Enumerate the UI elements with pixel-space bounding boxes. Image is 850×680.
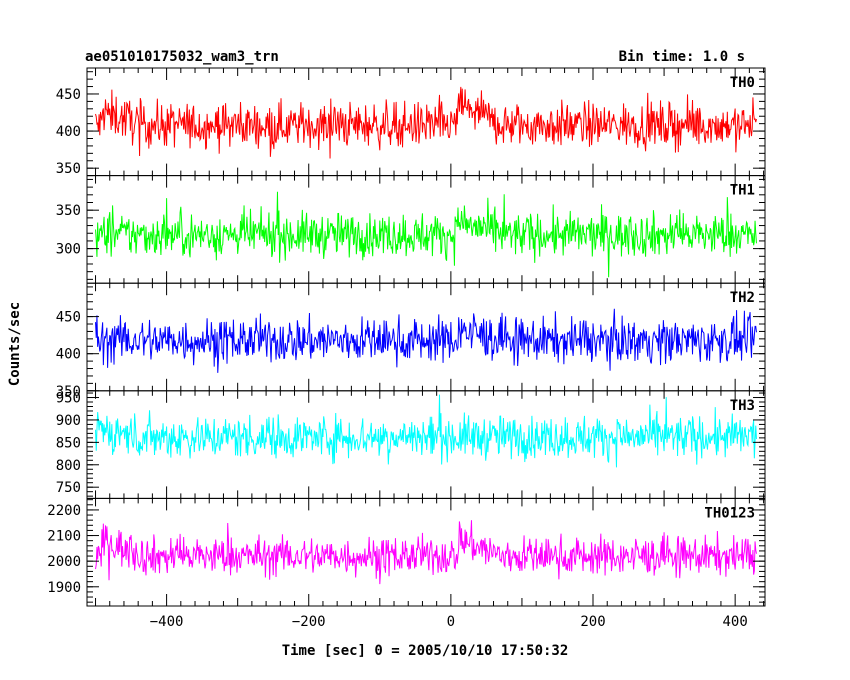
panel-label-th0: TH0 xyxy=(730,75,755,91)
y-tick-label: 350 xyxy=(56,203,81,219)
panel-label-th3: TH3 xyxy=(730,398,755,414)
panel-th1: 300 350 TH1 xyxy=(56,175,766,284)
y-tick-label: 400 xyxy=(56,347,81,363)
y-tick-label: 350 xyxy=(56,384,81,400)
x-axis-label: Time [sec] 0 = 2005/10/10 17:50:32 xyxy=(282,643,569,659)
panel-label-th0123: TH0123 xyxy=(704,505,755,521)
panels: 350 400 450 TH0 300 350 TH1 350 400 450 TH2 750 800 8… xyxy=(47,67,766,630)
bin-time-label: Bin time: 1.0 s xyxy=(619,49,745,65)
y-tick-label: 750 xyxy=(56,480,81,496)
panel-label-th2: TH2 xyxy=(730,290,755,306)
panel-th0: 350 400 450 TH0 xyxy=(56,67,766,177)
y-tick-label: 900 xyxy=(56,413,81,429)
y-tick-label: 2200 xyxy=(47,503,81,519)
x-tick-label: 200 xyxy=(580,614,605,630)
y-tick-label: 950 xyxy=(56,391,81,407)
y-tick-label: 450 xyxy=(56,310,81,326)
x-tick-label: 0 xyxy=(447,614,455,630)
panel-th2: 350 400 450 TH2 xyxy=(56,282,766,400)
panel-th3: 750 800 850 900 950 TH3 xyxy=(56,390,766,499)
series-line-th0 xyxy=(95,86,757,159)
x-tick-label: −400 xyxy=(150,614,184,630)
y-tick-label: 850 xyxy=(56,435,81,451)
x-tick-label: −200 xyxy=(292,614,326,630)
y-tick-label: 2000 xyxy=(47,554,81,570)
x-tick-label: 400 xyxy=(723,614,748,630)
y-tick-label: 1900 xyxy=(47,580,81,596)
y-tick-label: 800 xyxy=(56,458,81,474)
panel-frame xyxy=(86,497,766,607)
series-line-th2 xyxy=(95,308,757,373)
y-axis-label: Counts/sec xyxy=(7,302,23,386)
y-tick-label: 350 xyxy=(56,161,81,177)
chart-title: ae051010175032_wam3_trn xyxy=(85,49,279,65)
y-tick-label: 400 xyxy=(56,124,81,140)
y-tick-label: 450 xyxy=(56,87,81,103)
series-line-th1 xyxy=(95,191,757,278)
series-line-th0123 xyxy=(95,520,757,585)
y-tick-label: 2100 xyxy=(47,529,81,545)
series-line-th3 xyxy=(95,394,757,468)
y-tick-label: 300 xyxy=(56,242,81,258)
panel-label-th1: TH1 xyxy=(730,183,755,199)
panel-th0123: 1900 2000 2100 2200 TH0123 xyxy=(47,497,766,607)
